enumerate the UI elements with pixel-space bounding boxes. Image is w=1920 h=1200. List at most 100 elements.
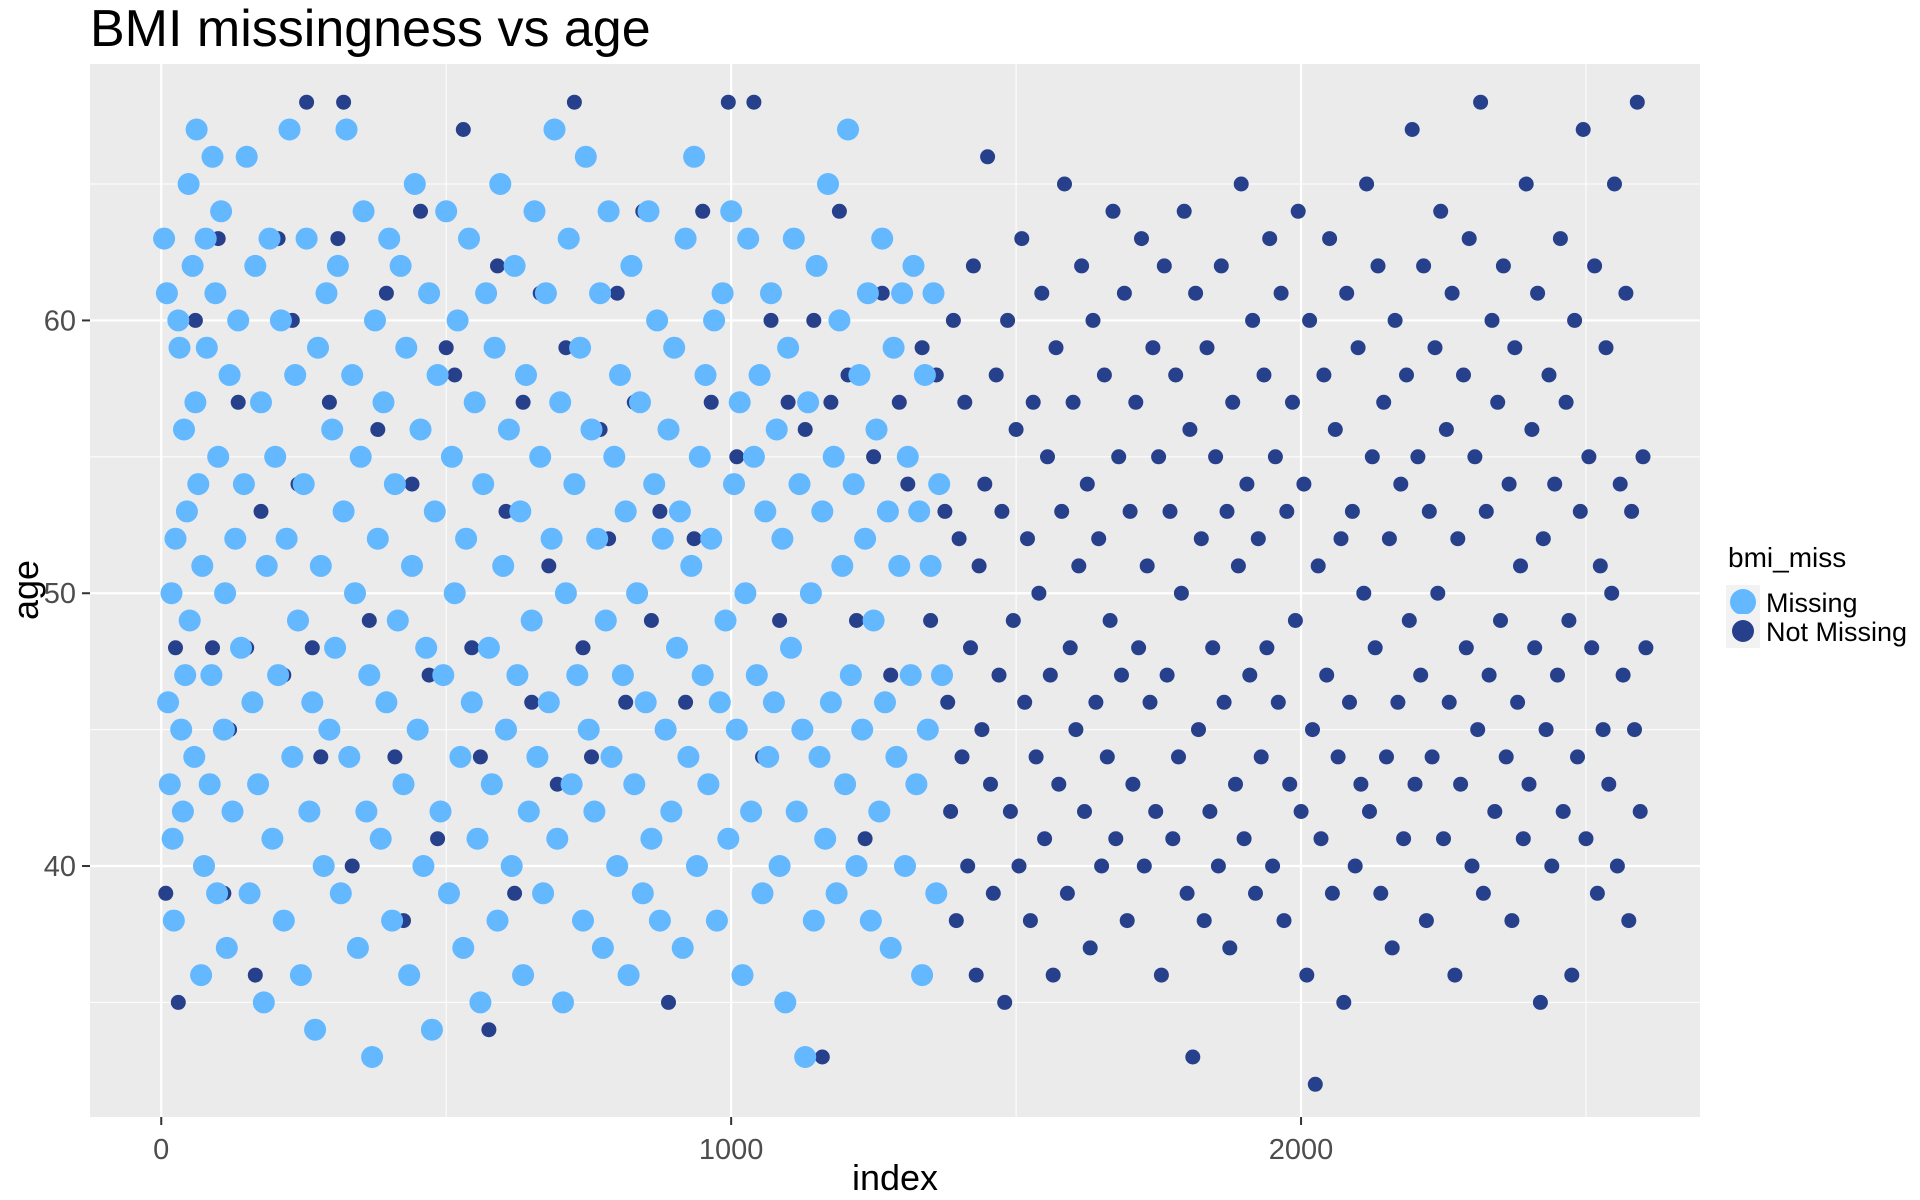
point-not-missing	[1239, 476, 1255, 492]
point-missing	[742, 445, 765, 468]
point-not-missing	[1054, 503, 1070, 519]
point-missing	[157, 691, 180, 714]
point-not-missing	[1624, 503, 1640, 519]
point-not-missing	[914, 340, 930, 356]
point-not-missing	[1250, 531, 1266, 547]
point-missing	[677, 745, 700, 768]
point-not-missing	[1544, 858, 1560, 874]
point-not-missing	[1287, 613, 1303, 628]
point-missing	[458, 227, 480, 250]
point-not-missing	[1618, 285, 1634, 301]
point-missing	[517, 800, 540, 823]
point-not-missing	[321, 394, 337, 410]
point-not-missing	[1034, 285, 1050, 301]
point-missing	[174, 664, 197, 687]
point-missing	[272, 909, 295, 932]
point-missing	[298, 800, 321, 823]
point-not-missing	[549, 776, 565, 792]
point-not-missing	[187, 312, 203, 328]
point-missing	[817, 173, 839, 195]
point-missing	[312, 855, 335, 877]
point-missing	[825, 882, 848, 905]
point-missing	[304, 1018, 327, 1041]
point-missing	[366, 527, 389, 550]
point-not-missing	[814, 1049, 830, 1065]
point-missing	[654, 718, 677, 741]
point-missing	[378, 227, 401, 250]
point-not-missing	[1008, 422, 1024, 437]
point-not-missing	[490, 258, 505, 274]
point-missing	[475, 282, 498, 305]
point-not-missing	[891, 394, 907, 410]
point-not-missing	[1099, 749, 1115, 765]
point-not-missing	[1159, 667, 1175, 683]
point-missing	[352, 200, 375, 223]
point-not-missing	[1564, 967, 1580, 983]
point-missing	[714, 609, 737, 632]
point-not-missing	[1262, 231, 1278, 247]
point-missing	[902, 254, 925, 277]
point-not-missing	[1057, 176, 1072, 192]
point-not-missing	[1188, 285, 1204, 301]
point-not-missing	[404, 476, 420, 492]
point-missing	[757, 745, 780, 768]
data-points	[153, 94, 1654, 1092]
point-missing	[466, 827, 489, 850]
point-not-missing	[1091, 531, 1107, 547]
point-not-missing	[541, 558, 557, 574]
point-not-missing	[988, 367, 1004, 383]
point-missing	[168, 336, 191, 359]
point-missing	[324, 636, 347, 659]
point-not-missing	[994, 503, 1010, 519]
point-missing	[230, 636, 252, 659]
point-not-missing	[1401, 613, 1417, 628]
point-missing	[908, 500, 931, 523]
point-missing	[748, 364, 771, 386]
point-missing	[227, 309, 250, 332]
y-axis-title: age	[5, 560, 46, 620]
point-missing	[854, 527, 877, 550]
point-not-missing	[652, 503, 668, 519]
point-not-missing	[230, 394, 246, 410]
point-not-missing	[498, 503, 514, 519]
point-not-missing	[1467, 449, 1483, 465]
point-missing	[301, 691, 324, 714]
point-not-missing	[1478, 503, 1494, 519]
point-not-missing	[1265, 858, 1281, 874]
point-not-missing	[1193, 531, 1209, 547]
point-missing	[401, 554, 423, 577]
point-missing	[207, 445, 230, 468]
point-missing	[711, 282, 734, 305]
point-not-missing	[1119, 913, 1135, 929]
point-not-missing	[1390, 694, 1406, 710]
point-missing	[495, 718, 517, 741]
point-missing	[871, 227, 894, 250]
point-not-missing	[1407, 776, 1423, 792]
point-not-missing	[1307, 1076, 1323, 1092]
point-not-missing	[1000, 312, 1016, 328]
point-missing	[201, 145, 224, 168]
point-missing	[335, 118, 358, 141]
point-not-missing	[1228, 776, 1243, 792]
point-missing	[429, 800, 452, 823]
point-not-missing	[1532, 994, 1548, 1010]
point-not-missing	[965, 258, 981, 274]
point-missing	[153, 227, 176, 250]
point-missing	[674, 227, 697, 250]
point-not-missing	[1208, 449, 1224, 465]
point-not-missing	[1293, 804, 1309, 819]
point-missing	[170, 718, 193, 741]
point-missing	[338, 745, 361, 768]
point-not-missing	[985, 885, 1001, 901]
point-not-missing	[1210, 858, 1226, 874]
point-not-missing	[566, 94, 582, 110]
point-missing	[808, 745, 831, 768]
point-missing	[765, 418, 788, 441]
point-not-missing	[168, 640, 183, 656]
point-missing	[195, 336, 218, 359]
point-not-missing	[1547, 476, 1563, 492]
point-not-missing	[1179, 885, 1195, 901]
point-not-missing	[299, 94, 315, 110]
point-missing	[802, 909, 825, 932]
plot-panel	[90, 64, 1700, 1117]
